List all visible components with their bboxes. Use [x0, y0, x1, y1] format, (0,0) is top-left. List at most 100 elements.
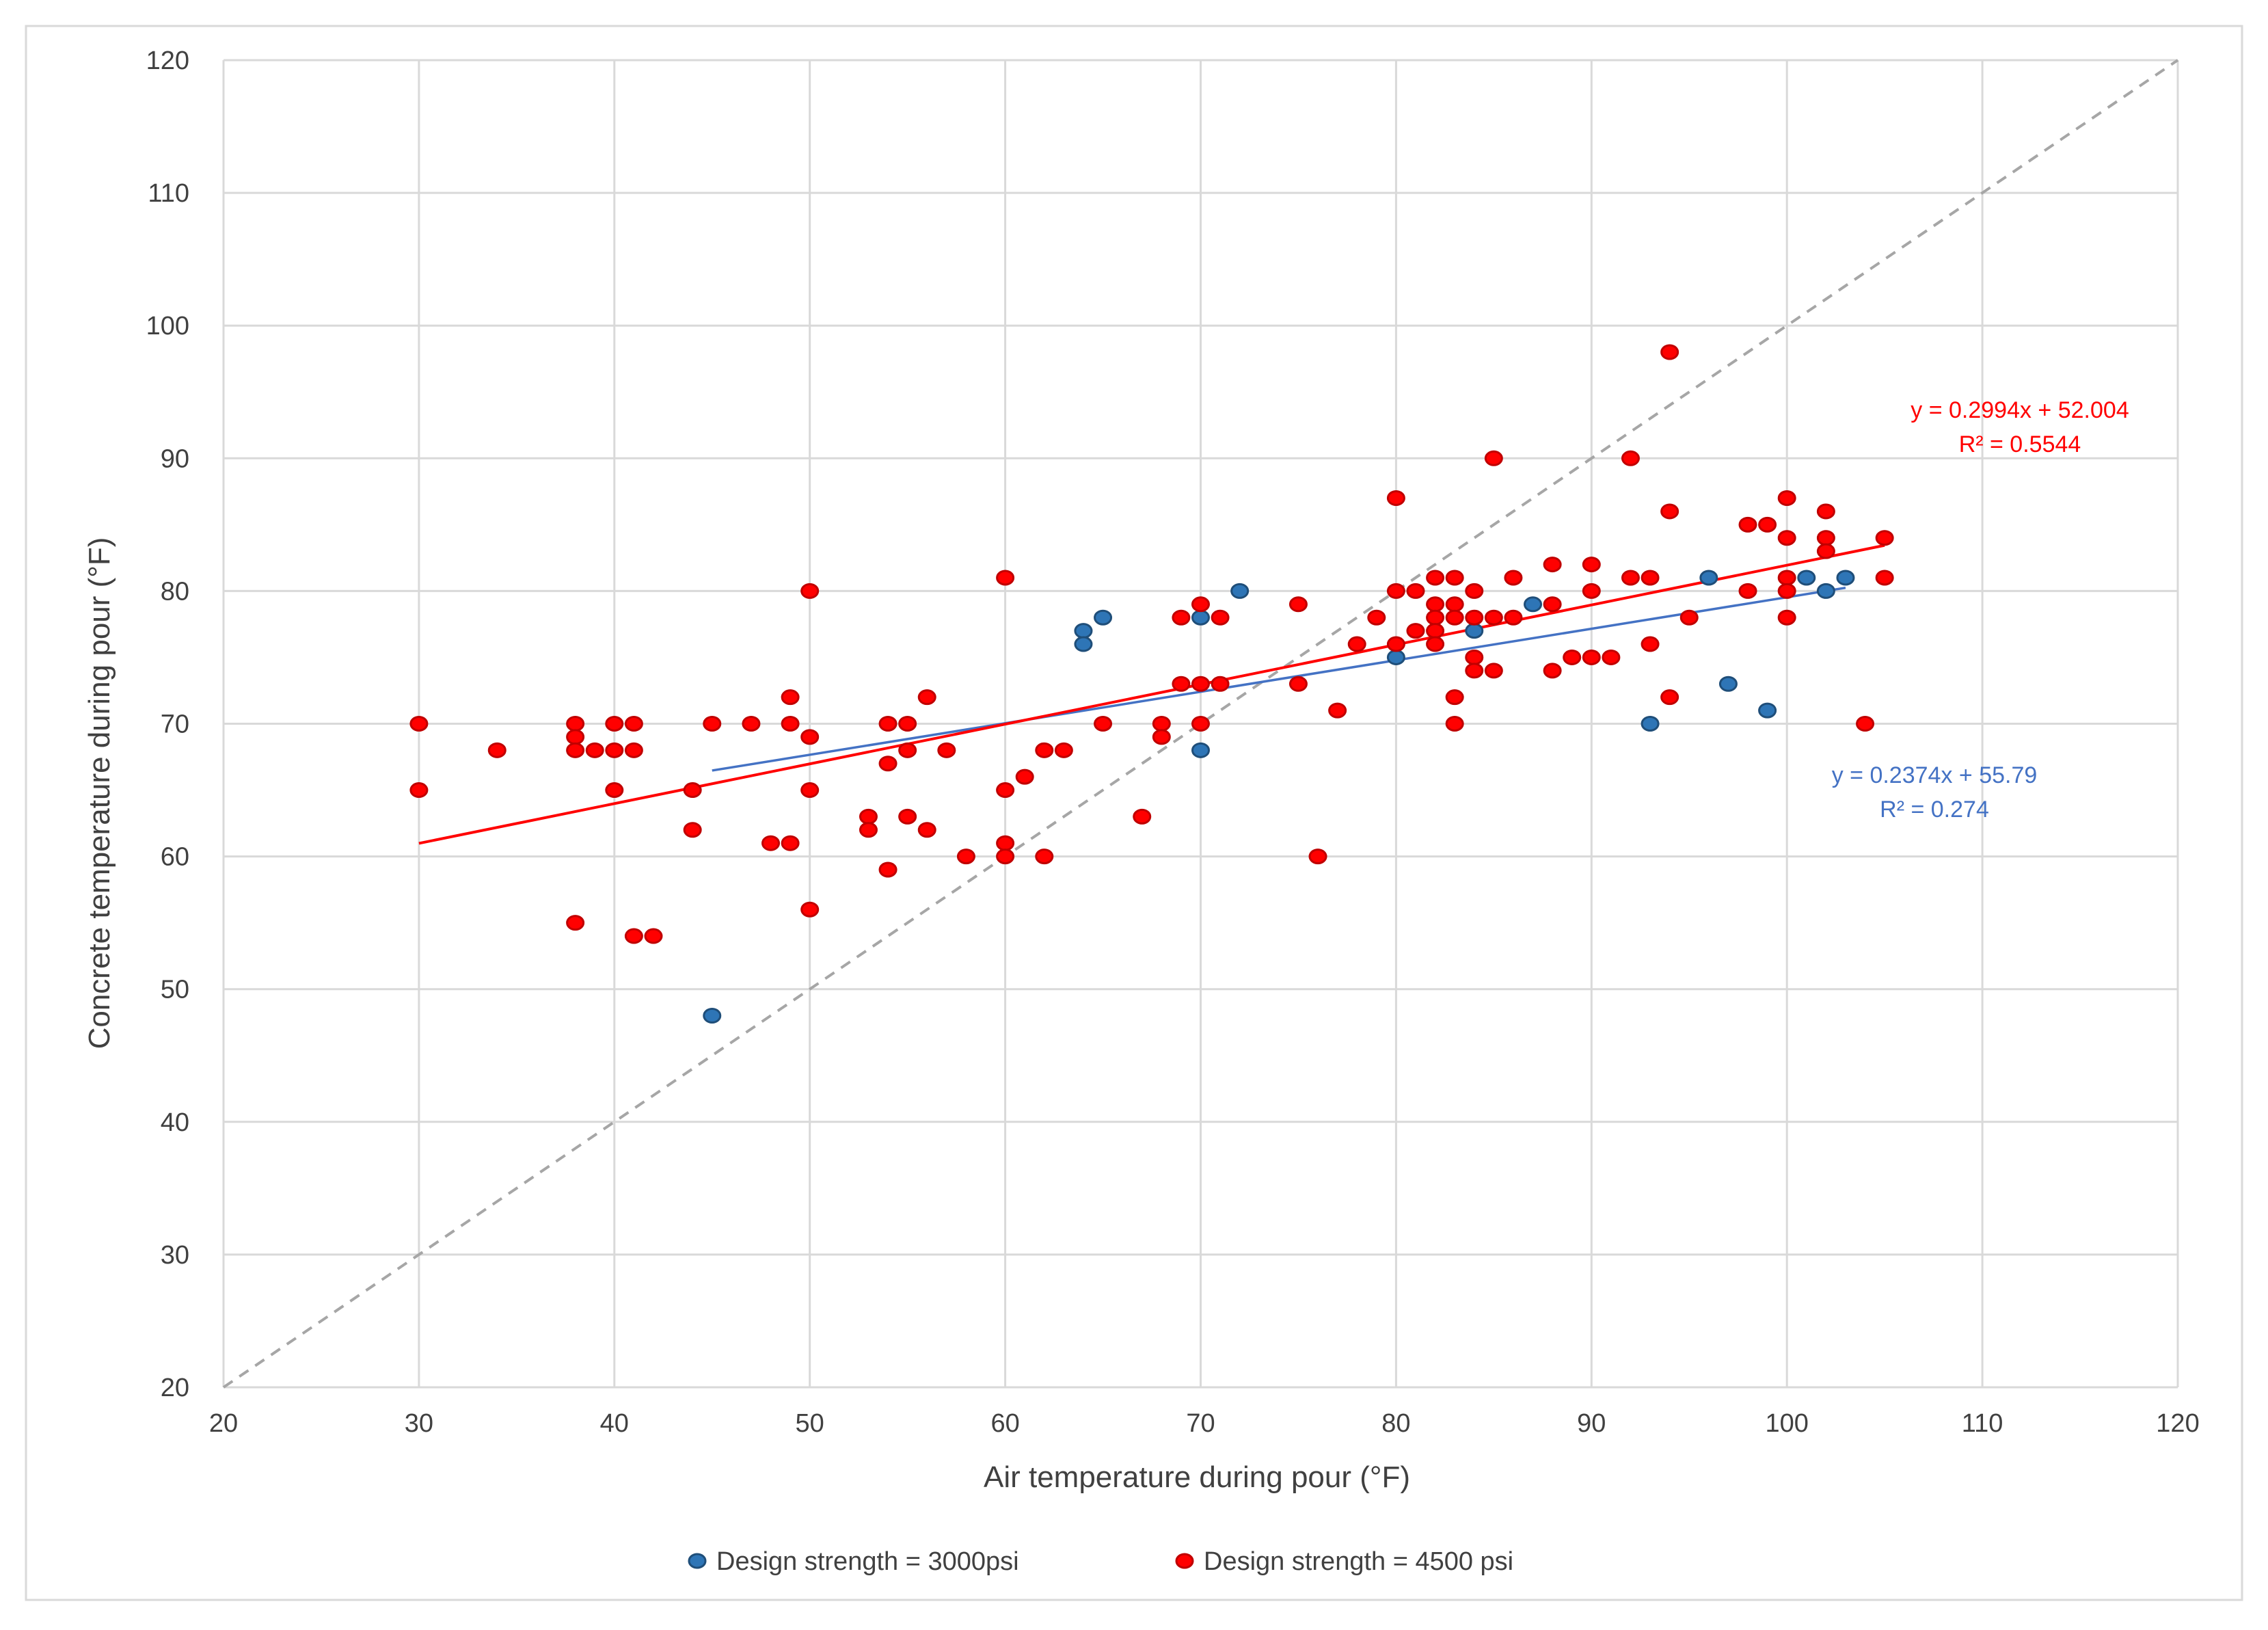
data-point-4500 — [409, 782, 429, 799]
data-point-4500 — [1191, 716, 1210, 732]
y-axis-label: Concrete temperature during pour (°F) — [83, 537, 116, 1050]
data-point-4500 — [898, 808, 917, 825]
data-point-4500 — [1015, 769, 1034, 785]
data-point-4500 — [1621, 450, 1640, 466]
data-point-4500 — [1386, 583, 1405, 599]
data-point-4500 — [1426, 596, 1445, 613]
data-point-4500 — [1602, 649, 1621, 665]
data-point-4500 — [1543, 557, 1562, 573]
trendlines — [418, 544, 1885, 845]
data-point-4500 — [1465, 609, 1484, 626]
data-point-4500 — [605, 742, 624, 758]
data-point-4500 — [1641, 636, 1660, 652]
legend-marker-3000 — [688, 1553, 707, 1569]
x-tick-label: 60 — [990, 1409, 1019, 1438]
data-points — [409, 344, 1894, 1024]
data-point-4500 — [1875, 570, 1894, 586]
data-point-4500 — [1660, 503, 1679, 520]
data-point-4500 — [1328, 702, 1347, 719]
data-point-4500 — [1543, 596, 1562, 613]
data-point-4500 — [996, 782, 1015, 799]
data-point-4500 — [1288, 596, 1308, 613]
axes: 20 30 40 50 60 70 80 90 100 110 120 20 30 40 50 60 70 80 9… — [146, 46, 2200, 1438]
data-point-4500 — [1856, 716, 1875, 732]
data-point-4500 — [1641, 570, 1660, 586]
data-point-4500 — [1211, 676, 1230, 692]
y-tick-label: 80 — [161, 577, 189, 606]
data-point-4500 — [1563, 649, 1582, 665]
data-point-4500 — [898, 716, 917, 732]
data-point-4500 — [585, 742, 604, 758]
trendline-4500 — [418, 544, 1885, 845]
data-point-3000 — [1094, 609, 1113, 626]
legend-label-3000: Design strength = 3000psi — [716, 1547, 1019, 1576]
data-point-4500 — [1582, 649, 1601, 665]
data-point-4500 — [624, 716, 643, 732]
data-point-4500 — [1777, 570, 1796, 586]
trendline-equations: y = 0.2994x + 52.004 R² = 0.5544 y = 0.2… — [1832, 397, 2129, 823]
data-point-4500 — [624, 742, 643, 758]
data-point-4500 — [898, 742, 917, 758]
data-point-3000 — [1641, 716, 1660, 732]
data-point-4500 — [624, 928, 643, 944]
data-point-4500 — [859, 808, 878, 825]
data-point-4500 — [1347, 636, 1366, 652]
data-point-4500 — [800, 729, 820, 745]
data-point-4500 — [1484, 609, 1503, 626]
y-tick-label: 120 — [146, 46, 189, 75]
y-tick-label: 60 — [161, 843, 189, 872]
data-point-4500 — [1152, 729, 1171, 745]
data-point-4500 — [996, 570, 1015, 586]
data-point-4500 — [800, 782, 820, 799]
data-point-4500 — [1406, 623, 1425, 639]
data-point-4500 — [1035, 849, 1054, 865]
data-point-4500 — [1191, 676, 1210, 692]
y-tick-label: 30 — [161, 1241, 189, 1270]
x-tick-label: 110 — [1962, 1409, 2003, 1438]
legend-label-4500: Design strength = 4500 psi — [1204, 1547, 1513, 1576]
data-point-3000 — [1191, 609, 1210, 626]
data-point-4500 — [781, 689, 800, 706]
data-point-4500 — [1484, 450, 1503, 466]
data-point-4500 — [878, 716, 897, 732]
data-point-4500 — [1445, 716, 1464, 732]
data-point-4500 — [1172, 609, 1191, 626]
data-point-3000 — [1074, 636, 1093, 652]
data-point-4500 — [859, 822, 878, 838]
data-point-4500 — [1816, 543, 1835, 559]
data-point-4500 — [566, 742, 585, 758]
data-point-4500 — [1288, 676, 1308, 692]
data-point-4500 — [605, 716, 624, 732]
data-point-4500 — [1406, 583, 1425, 599]
data-point-4500 — [937, 742, 956, 758]
gridlines — [222, 59, 2179, 1389]
data-point-3000 — [1524, 596, 1543, 613]
data-point-4500 — [956, 849, 975, 865]
data-point-4500 — [1426, 636, 1445, 652]
data-point-3000 — [1386, 649, 1405, 665]
data-point-4500 — [605, 782, 624, 799]
trendline-r2-3000: R² = 0.274 — [1880, 797, 1989, 823]
legend: Design strength = 3000psi Design strengt… — [688, 1547, 1513, 1576]
y-tick-label: 40 — [161, 1108, 189, 1137]
data-point-4500 — [644, 928, 663, 944]
data-point-4500 — [1816, 503, 1835, 520]
x-tick-label: 80 — [1381, 1409, 1410, 1438]
y-tick-label: 90 — [161, 444, 189, 473]
data-point-4500 — [1172, 676, 1191, 692]
x-tick-label: 70 — [1186, 1409, 1215, 1438]
data-point-4500 — [1445, 689, 1464, 706]
trendline-r2-4500: R² = 0.5544 — [1959, 431, 2081, 457]
data-point-4500 — [1465, 583, 1484, 599]
data-point-4500 — [800, 901, 820, 918]
data-point-4500 — [1191, 596, 1210, 613]
data-point-4500 — [1777, 609, 1796, 626]
data-point-4500 — [917, 822, 936, 838]
data-point-4500 — [1738, 516, 1757, 533]
data-point-3000 — [703, 1008, 722, 1024]
y-tick-label: 110 — [148, 179, 189, 208]
data-point-4500 — [683, 782, 702, 799]
data-point-4500 — [1582, 583, 1601, 599]
